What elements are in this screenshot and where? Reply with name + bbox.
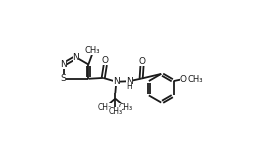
Text: CH₃: CH₃ — [97, 103, 112, 112]
Text: CH₃: CH₃ — [119, 103, 133, 112]
Text: N: N — [126, 77, 133, 86]
Text: CH₃: CH₃ — [108, 107, 122, 116]
Text: H: H — [126, 82, 132, 91]
Text: O: O — [102, 57, 109, 66]
Text: N: N — [73, 53, 79, 62]
Text: N: N — [113, 77, 120, 86]
Text: O: O — [180, 75, 187, 84]
Text: CH₃: CH₃ — [84, 46, 100, 55]
Text: N: N — [60, 60, 67, 69]
Text: O: O — [139, 57, 146, 66]
Text: S: S — [61, 74, 66, 83]
Text: CH₃: CH₃ — [187, 75, 203, 84]
